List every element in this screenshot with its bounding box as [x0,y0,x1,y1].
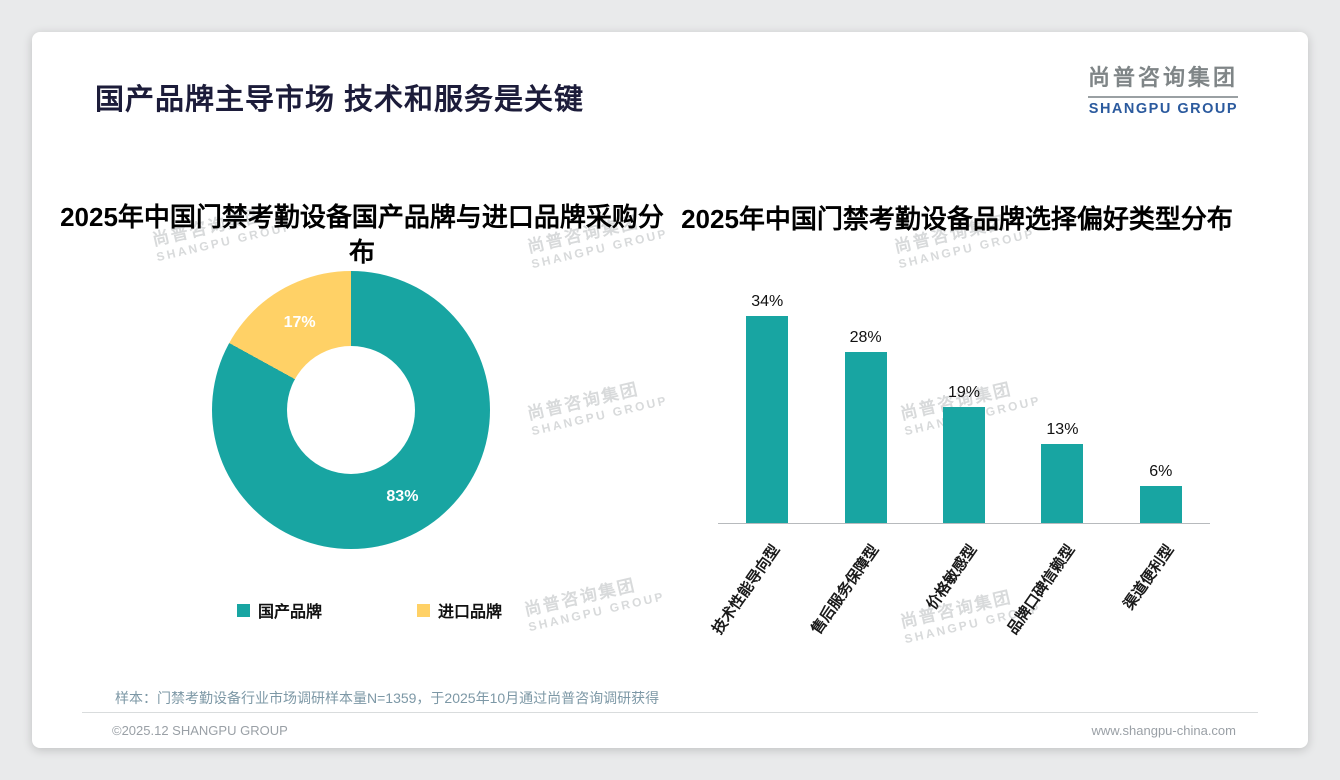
bar-column: 28% [816,279,914,523]
copyright-text: ©2025.12 SHANGPU GROUP [112,723,288,738]
footer-divider [82,712,1258,713]
bar-column: 6% [1112,279,1210,523]
pie-legend: 国产品牌 进口品牌 [237,598,502,622]
pie-chart-title: 2025年中国门禁考勤设备国产品牌与进口品牌采购分布 [60,202,664,268]
bar-value-label: 13% [1046,420,1079,438]
pie-value-label: 17% [283,314,316,332]
donut-hole [287,346,415,474]
slide-card: 尚普咨询集团 SHANGPU GROUP 尚普咨询集团 SHANGPU GROUP 尚普… [32,32,1308,748]
bar [1041,443,1084,523]
logo: 尚普咨询集团 SHANGPU GROUP [1087,60,1238,117]
donut-chart: 83% 17% [212,271,490,549]
sample-note: 样本：门禁考勤设备行业市场调研样本量N=1359，于2025年10月通过尚普咨询… [115,690,660,706]
bar-axis-line [718,523,1210,524]
bar-value-label: 6% [1149,463,1173,481]
bar-category-label: 技术性能导向型 [709,541,784,638]
bar [844,352,887,523]
bar-plot: 34% 28% 19% 13% 6% [718,279,1210,523]
bar-value-label: 28% [849,329,882,347]
bar-category-label: 售后服务保障型 [807,541,882,638]
legend-label: 国产品牌 [258,604,323,621]
bar-category-labels: 技术性能导向型 售后服务保障型 价格敏感型 品牌口碑信赖型 渠道便利型 [709,532,1210,672]
bar-category-label: 渠道便利型 [1120,541,1178,613]
bar-value-label: 19% [948,384,981,402]
pie-value-label: 83% [386,487,419,505]
legend-item: 国产品牌 [237,598,322,622]
bar-column: 34% [718,279,816,523]
legend-swatch [417,603,431,617]
page-title: 国产品牌主导市场 技术和服务是关键 [95,84,585,116]
bar-column: 13% [1013,279,1111,523]
bar-category-label: 品牌口碑信赖型 [1004,541,1079,638]
bar [943,407,986,523]
logo-en-text: SHANGPU GROUP [1088,101,1238,117]
bar-value-label: 34% [751,292,784,310]
legend-swatch [237,603,250,617]
legend-item: 进口品牌 [417,598,502,622]
bar [1139,486,1182,523]
bar-column: 19% [915,279,1013,523]
bar-category-label: 价格敏感型 [923,541,981,613]
legend-label: 进口品牌 [438,604,503,621]
bar [746,315,789,523]
logo-cn-text: 尚普咨询集团 [1087,60,1238,98]
bar-chart-title: 2025年中国门禁考勤设备品牌选择偏好类型分布 [681,204,1233,234]
website-url: www.shangpu-china.com [1091,723,1236,738]
